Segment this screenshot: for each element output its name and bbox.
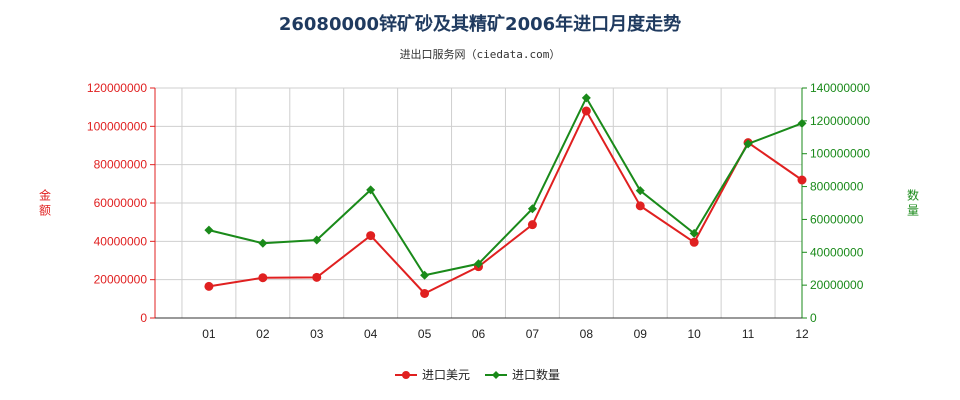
tick-label-x: 03 (310, 327, 324, 341)
data-point (581, 106, 591, 116)
tick-label-x: 05 (418, 327, 432, 341)
tick-label-x: 09 (634, 327, 648, 341)
tick-label-x: 07 (526, 327, 540, 341)
data-point (527, 204, 537, 214)
tick-label-x: 02 (256, 327, 270, 341)
data-point (312, 235, 322, 245)
tick-label-right: 20000000 (810, 278, 864, 292)
tick-label-x: 12 (795, 327, 809, 341)
tick-label-x: 01 (202, 327, 216, 341)
legend: 进口美元 进口数量 (395, 367, 560, 382)
tick-label-left: 80000000 (94, 158, 148, 172)
data-point (258, 273, 268, 283)
data-point (366, 185, 376, 195)
legend-label: 进口美元 (422, 368, 470, 382)
tick-label-right: 40000000 (810, 245, 864, 259)
tick-labels: 0 20000000 40000000 60000000 80000000 1000000… (87, 81, 870, 341)
tick-label-x: 06 (472, 327, 486, 341)
data-point (743, 139, 753, 149)
data-point (204, 225, 214, 235)
tick-label-right: 0 (810, 311, 817, 325)
data-point (635, 186, 645, 196)
series-2 (204, 93, 807, 280)
data-point (258, 238, 268, 248)
legend-item: 进口美元 (395, 368, 470, 382)
tick-label-x: 10 (687, 327, 701, 341)
tick-label-left: 40000000 (94, 234, 148, 248)
tick-label-left: 120000000 (87, 81, 147, 95)
tick-label-left: 60000000 (94, 196, 148, 210)
tick-label-right: 140000000 (810, 81, 870, 95)
y-axis-label-left: 金额 (39, 188, 51, 218)
series-line (208, 95, 803, 277)
tick-label-left: 0 (140, 311, 147, 325)
data-point (635, 201, 645, 211)
data-point (689, 237, 699, 247)
tick-label-right: 80000000 (810, 180, 864, 194)
tick-label-left: 100000000 (87, 119, 147, 133)
data-point (581, 93, 591, 103)
data-point (420, 288, 430, 298)
data-point (366, 231, 376, 241)
data-point (204, 281, 214, 291)
tick-label-x: 04 (364, 327, 378, 341)
chart-title: 26080000锌矿砂及其精矿2006年进口月度走势 (279, 13, 681, 35)
data-point (797, 118, 807, 128)
tick-label-right: 60000000 (810, 212, 864, 226)
legend-item: 进口数量 (485, 367, 560, 382)
tick-label-right: 100000000 (810, 147, 870, 161)
data-point (474, 259, 483, 269)
legend-marker (402, 371, 410, 379)
series-line (208, 108, 803, 295)
legend-marker (492, 371, 500, 379)
data-point (420, 270, 430, 280)
tick-label-left: 20000000 (94, 273, 148, 287)
y-axis-label-right: 数量 (907, 188, 919, 218)
series (204, 93, 807, 298)
tick-label-x: 11 (742, 327, 755, 341)
grid (155, 87, 802, 319)
data-point (689, 228, 699, 238)
tick-label-right: 120000000 (810, 114, 870, 128)
chart-subtitle: 进出口服务网（ciedata.com） (400, 47, 561, 61)
data-point (312, 272, 322, 282)
data-point (527, 220, 537, 230)
legend-label: 进口数量 (512, 367, 560, 382)
tick-label-x: 08 (580, 327, 594, 341)
data-point (797, 175, 807, 185)
